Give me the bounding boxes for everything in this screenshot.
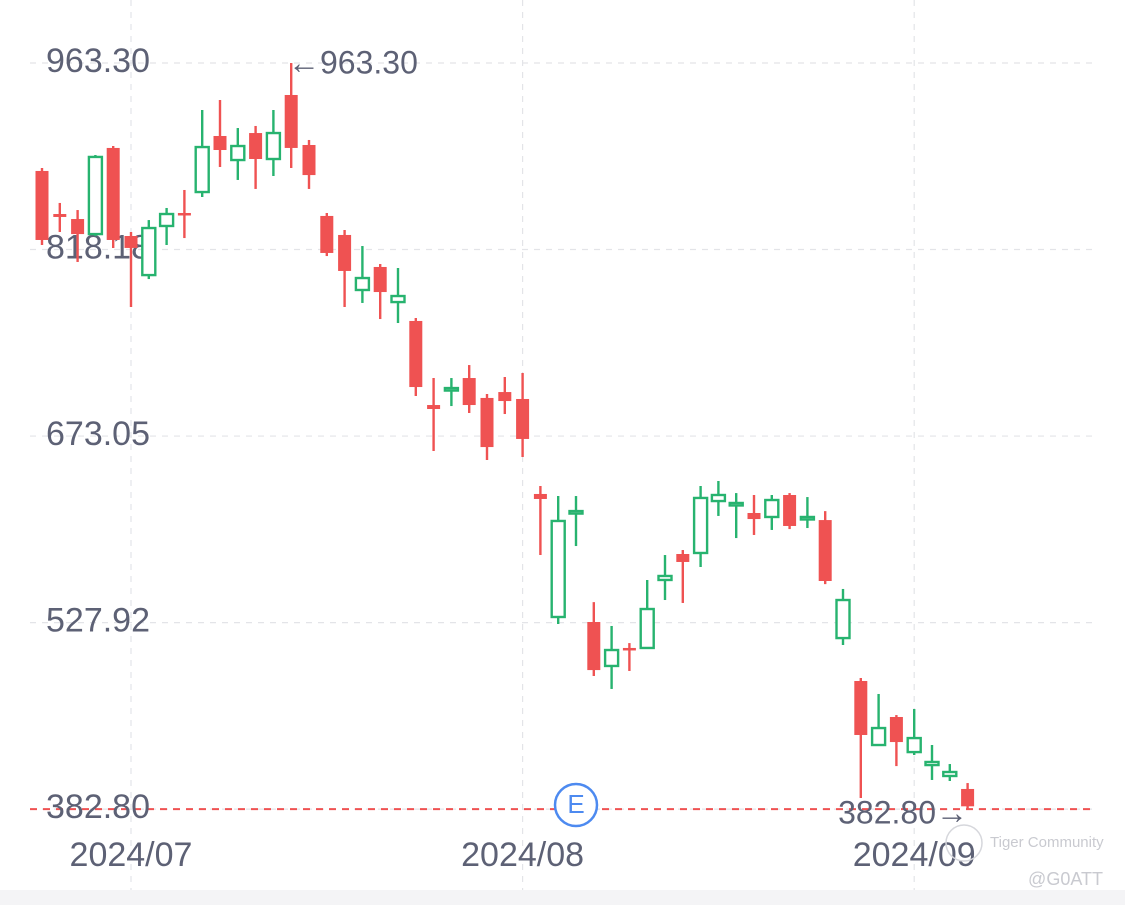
candle-body	[533, 493, 547, 499]
candle-body	[676, 554, 690, 562]
candle-body	[338, 234, 352, 271]
candle-body	[728, 501, 744, 507]
candle-body	[443, 386, 460, 392]
candle-body	[587, 621, 601, 671]
x-tick-label: 2024/08	[461, 836, 584, 874]
watermark-logo	[945, 824, 983, 862]
candle-body	[498, 392, 512, 402]
candle-body	[516, 398, 530, 439]
candle-body	[639, 607, 655, 650]
candle-body	[783, 495, 797, 526]
candle-body	[284, 94, 298, 148]
event-label[interactable]: E	[567, 789, 584, 819]
candle-body	[692, 496, 709, 555]
candle-body	[427, 405, 441, 410]
candle-body	[480, 397, 494, 448]
candle-body	[799, 515, 816, 521]
candle-body	[924, 760, 940, 767]
y-tick-label: 963.30	[46, 42, 150, 80]
candle-body	[124, 235, 138, 248]
watermark-user: @G0ATT	[1028, 869, 1103, 889]
candle-body	[320, 215, 334, 253]
candle-body	[764, 498, 780, 519]
candle-body	[373, 266, 387, 293]
candle-body	[889, 716, 903, 743]
candle-body	[818, 520, 832, 581]
x-tick-label: 2024/09	[853, 836, 976, 874]
candle-body	[71, 219, 85, 235]
candle-body	[961, 788, 975, 807]
candle-body	[710, 493, 727, 503]
candle-body	[177, 212, 191, 216]
min-annotation: 382.80→	[838, 794, 968, 830]
candle-body	[568, 509, 584, 515]
y-tick-label: 527.92	[46, 602, 150, 640]
candle-body	[106, 147, 120, 240]
candle-body	[302, 144, 316, 176]
grid-layer	[30, 0, 1095, 890]
candle-body	[35, 170, 49, 240]
candle-body	[230, 144, 246, 162]
candle-body	[870, 726, 887, 747]
candle-body	[265, 131, 282, 161]
x-tick-label: 2024/07	[70, 836, 193, 874]
candle-body	[249, 133, 263, 160]
candle-layer	[35, 62, 975, 810]
candle-body	[87, 155, 104, 236]
watermark-brand: Tiger Community	[990, 834, 1104, 851]
candle-body	[906, 736, 922, 754]
over-layer: ←963.30 382.80→ E Tiger Community @G0ATT	[288, 44, 1104, 888]
candle-body	[409, 320, 423, 388]
candle-body	[141, 226, 157, 277]
candle-body	[462, 378, 476, 406]
candle-body	[622, 647, 636, 651]
candle-body	[942, 770, 958, 778]
candle-body	[194, 145, 210, 194]
candle-body	[550, 519, 566, 619]
y-tick-label: 673.05	[46, 415, 150, 453]
event-marker[interactable]	[553, 782, 599, 828]
footer-strip	[0, 890, 1125, 905]
candle-body	[835, 598, 851, 640]
candle-body	[854, 680, 868, 735]
candle-body	[390, 294, 406, 304]
candle-body	[158, 212, 175, 228]
candle-body	[213, 135, 227, 151]
max-annotation: ←963.30	[288, 44, 418, 80]
candle-body	[53, 214, 67, 217]
y-tick-label: 382.80	[46, 788, 150, 826]
candle-body	[747, 512, 761, 520]
candle-body	[603, 648, 620, 668]
candle-body	[657, 574, 673, 582]
candle-body	[354, 276, 371, 292]
